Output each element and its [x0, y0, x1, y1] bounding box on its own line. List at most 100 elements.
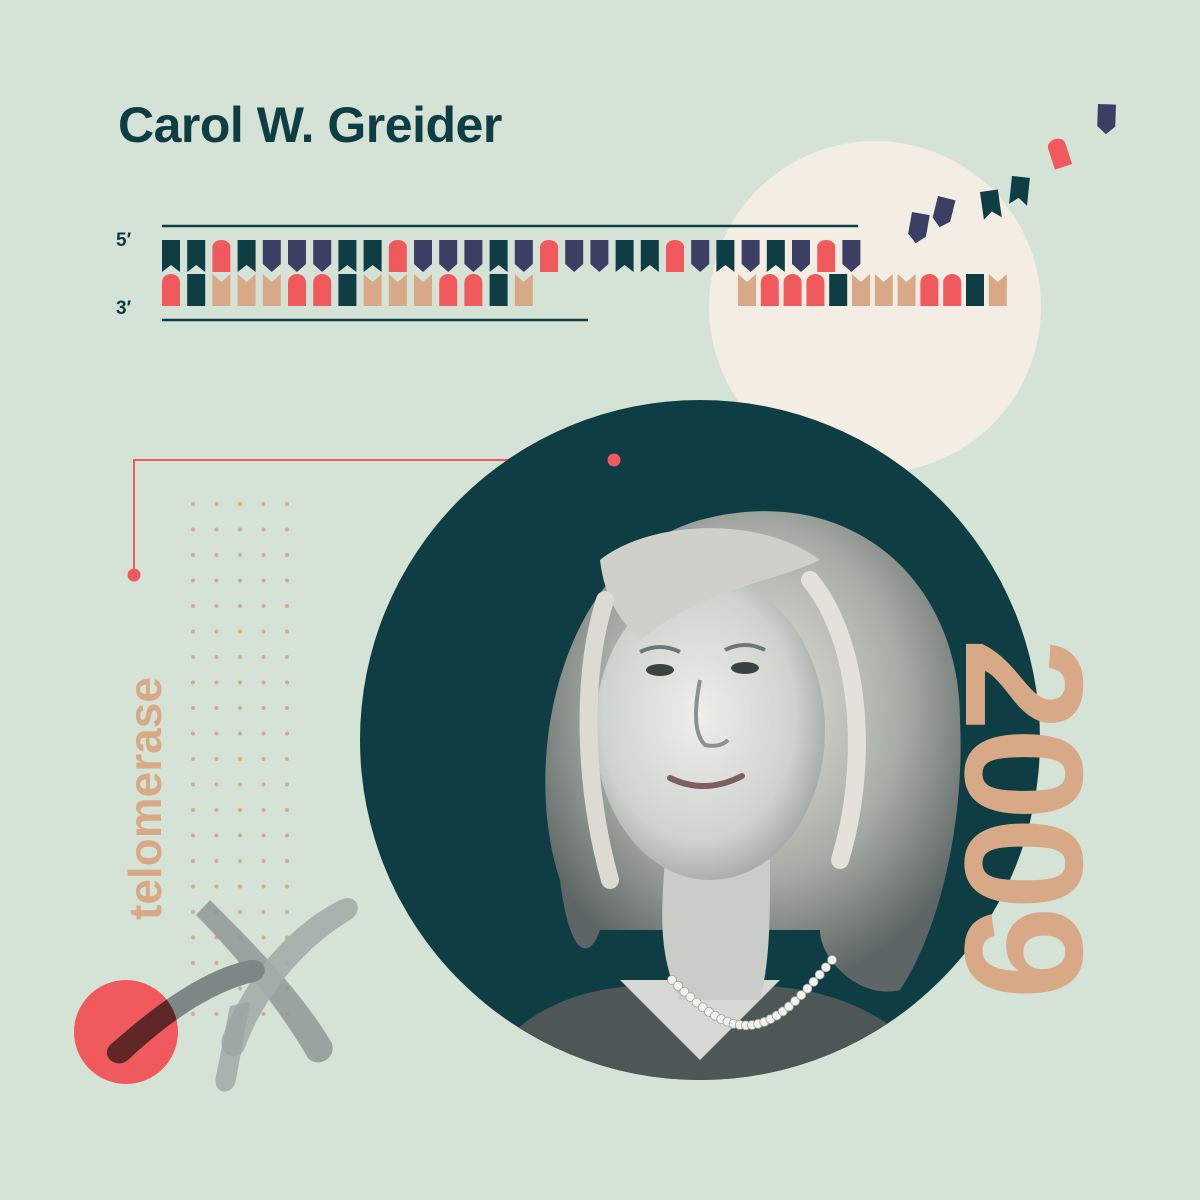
top-strand-unit: [363, 240, 382, 272]
bottom-strand-unit: [738, 274, 756, 306]
top-strand-unit: [162, 240, 180, 272]
top-strand-unit: [590, 240, 609, 272]
pearl: [679, 986, 690, 997]
grid-dot: [191, 884, 195, 889]
top-strand-unit: [313, 240, 332, 272]
top-strand-unit: [288, 240, 306, 272]
grid-dot: [214, 502, 219, 506]
floating-unit: [908, 212, 930, 244]
grid-dot: [285, 655, 289, 659]
top-strand-unit: [640, 240, 659, 272]
grid-dot: [261, 935, 266, 940]
grid-dot: [214, 706, 219, 710]
top-strand-unit: [817, 240, 836, 272]
top-strand-unit: [741, 240, 760, 272]
grid-dot: [214, 782, 219, 787]
grid-dot: [285, 731, 289, 736]
grid-dot: [214, 578, 219, 583]
keyword-label: telomerase: [119, 677, 171, 920]
bottom-strand-unit: [262, 274, 281, 306]
grid-dot: [261, 680, 266, 685]
grid-dot: [191, 502, 195, 506]
grid-dot: [261, 731, 266, 736]
grid-dot: [191, 604, 195, 608]
connector-dot-left: [127, 568, 141, 582]
top-strand-unit: [187, 240, 206, 272]
grid-dot: [191, 833, 195, 838]
grid-dot: [238, 680, 242, 685]
grid-dot: [191, 910, 195, 914]
grid-dot: [214, 527, 219, 532]
grid-dot: [285, 706, 289, 710]
grid-dot: [214, 1012, 219, 1016]
bottom-strand-unit: [874, 274, 893, 306]
floating-unit: [1047, 138, 1073, 170]
grid-dot: [238, 910, 242, 914]
top-strand-unit: [540, 240, 558, 272]
pearl: [784, 1001, 794, 1012]
grid-dot: [261, 629, 266, 634]
grid-dot: [285, 910, 289, 914]
top-strand-unit: [716, 240, 735, 272]
grid-dot: [191, 655, 195, 659]
grid-dot: [285, 629, 289, 634]
pearl: [802, 983, 813, 994]
grid-dot: [191, 782, 195, 787]
top-strand-unit: [842, 240, 861, 272]
top-strand-unit: [666, 240, 684, 272]
bottom-strand-unit: [363, 274, 382, 306]
top-strand-unit: [338, 240, 357, 272]
grid-dot: [261, 578, 266, 583]
bottom-strand-unit: [760, 274, 779, 306]
grid-dot: [191, 859, 195, 863]
floating-unit: [932, 196, 956, 228]
grid-dot: [285, 578, 289, 583]
grid-dot: [238, 808, 242, 812]
page-title: Carol W. Greider: [118, 97, 502, 153]
grid-dot: [285, 553, 289, 557]
grid-dot: [261, 527, 266, 532]
five-prime-label: 5′: [116, 230, 132, 251]
connector-dot-right: [607, 453, 621, 467]
grid-dot: [261, 910, 266, 914]
top-strand-unit: [489, 240, 508, 272]
top-strand-unit: [691, 240, 710, 272]
grid-dot: [285, 680, 289, 685]
grid-dot: [238, 706, 242, 710]
grid-dot: [285, 833, 289, 838]
grid-dot: [191, 757, 195, 761]
bottom-strand-unit: [829, 274, 848, 306]
bottom-strand-unit: [313, 274, 332, 306]
grid-dot: [285, 884, 289, 889]
grid-dot: [238, 859, 242, 863]
grid-dot: [261, 502, 266, 506]
bottom-strand-unit: [338, 274, 357, 306]
grid-dot: [285, 859, 289, 863]
grid-dot: [261, 706, 266, 710]
grid-dot: [214, 553, 219, 557]
grid-dot: [191, 553, 195, 557]
grid-dot: [238, 629, 242, 634]
bottom-strand-unit: [966, 274, 984, 306]
bottom-strand-unit: [897, 274, 916, 306]
grid-dot: [238, 553, 242, 557]
top-strand-unit: [792, 240, 810, 272]
grid-dot: [261, 782, 266, 787]
bottom-strand-unit: [783, 274, 802, 306]
bottom-strand-unit: [162, 274, 180, 306]
top-strand-unit: [439, 240, 458, 272]
grid-dot: [214, 680, 219, 685]
top-strand-unit: [615, 240, 634, 272]
pearl: [827, 955, 837, 965]
grid-dot: [285, 782, 289, 787]
grid-dot: [191, 731, 195, 736]
pearl: [667, 975, 677, 985]
portrait-circle: [360, 400, 1040, 1080]
year-label: 2009: [930, 638, 1118, 996]
bottom-strand-unit: [464, 274, 483, 306]
top-strand-unit: [766, 240, 785, 272]
grid-dot: [261, 808, 266, 812]
grid-dot: [285, 808, 289, 812]
